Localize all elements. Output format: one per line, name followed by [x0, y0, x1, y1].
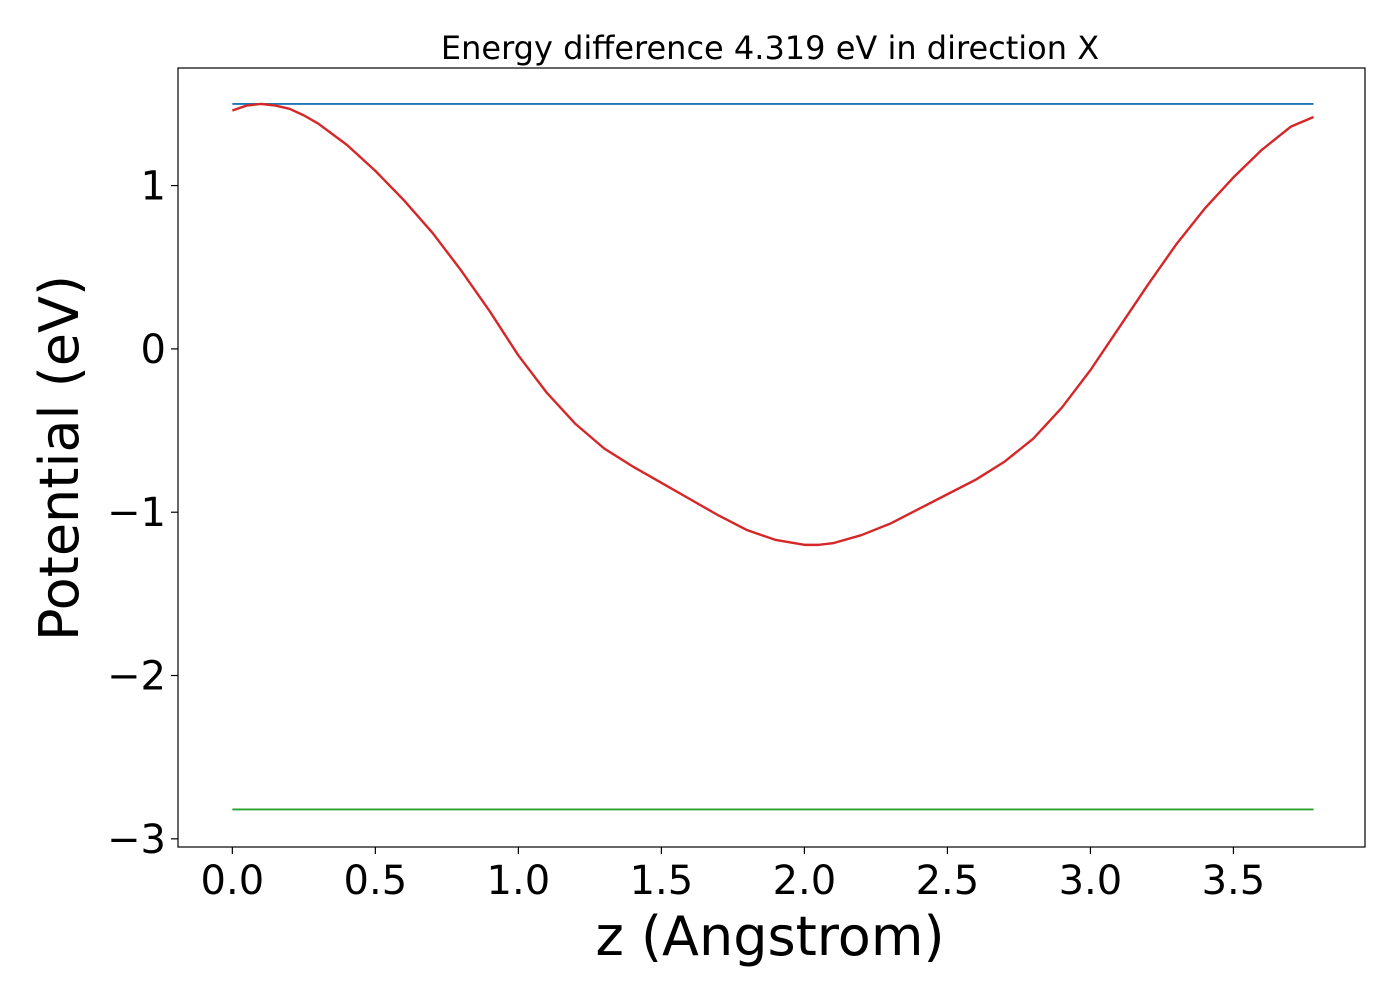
series-layer: [231, 102, 1314, 811]
chart-title: Energy difference 4.319 eV in direction …: [441, 29, 1099, 67]
y-tick-label: 0: [141, 327, 166, 373]
x-tick-label: 3.0: [1059, 858, 1123, 904]
x-tick-label: 1.0: [487, 858, 551, 904]
x-axis: 0.0 0.5 1.0 1.5 2.0 2.5 3.0 3.5: [201, 847, 1266, 904]
x-tick-label: 2.5: [916, 858, 980, 904]
x-tick-label: 1.5: [630, 858, 694, 904]
x-tick-label: 2.0: [773, 858, 837, 904]
plot-frame: [177, 67, 1366, 848]
x-tick-label: 0.0: [201, 858, 265, 904]
y-tick-label: −2: [107, 654, 166, 700]
x-tick-label: 3.5: [1202, 858, 1266, 904]
y-axis-label: Potential (eV): [28, 275, 91, 641]
x-tick-label: 0.5: [344, 858, 408, 904]
y-tick-label: −3: [107, 817, 166, 863]
x-axis-label: z (Angstrom): [595, 905, 944, 968]
series-line-2: [231, 102, 1314, 547]
y-tick-label: −1: [107, 490, 166, 536]
y-tick-label: 1: [141, 164, 166, 210]
y-axis: −3 −2 −1 0 1: [107, 164, 178, 863]
